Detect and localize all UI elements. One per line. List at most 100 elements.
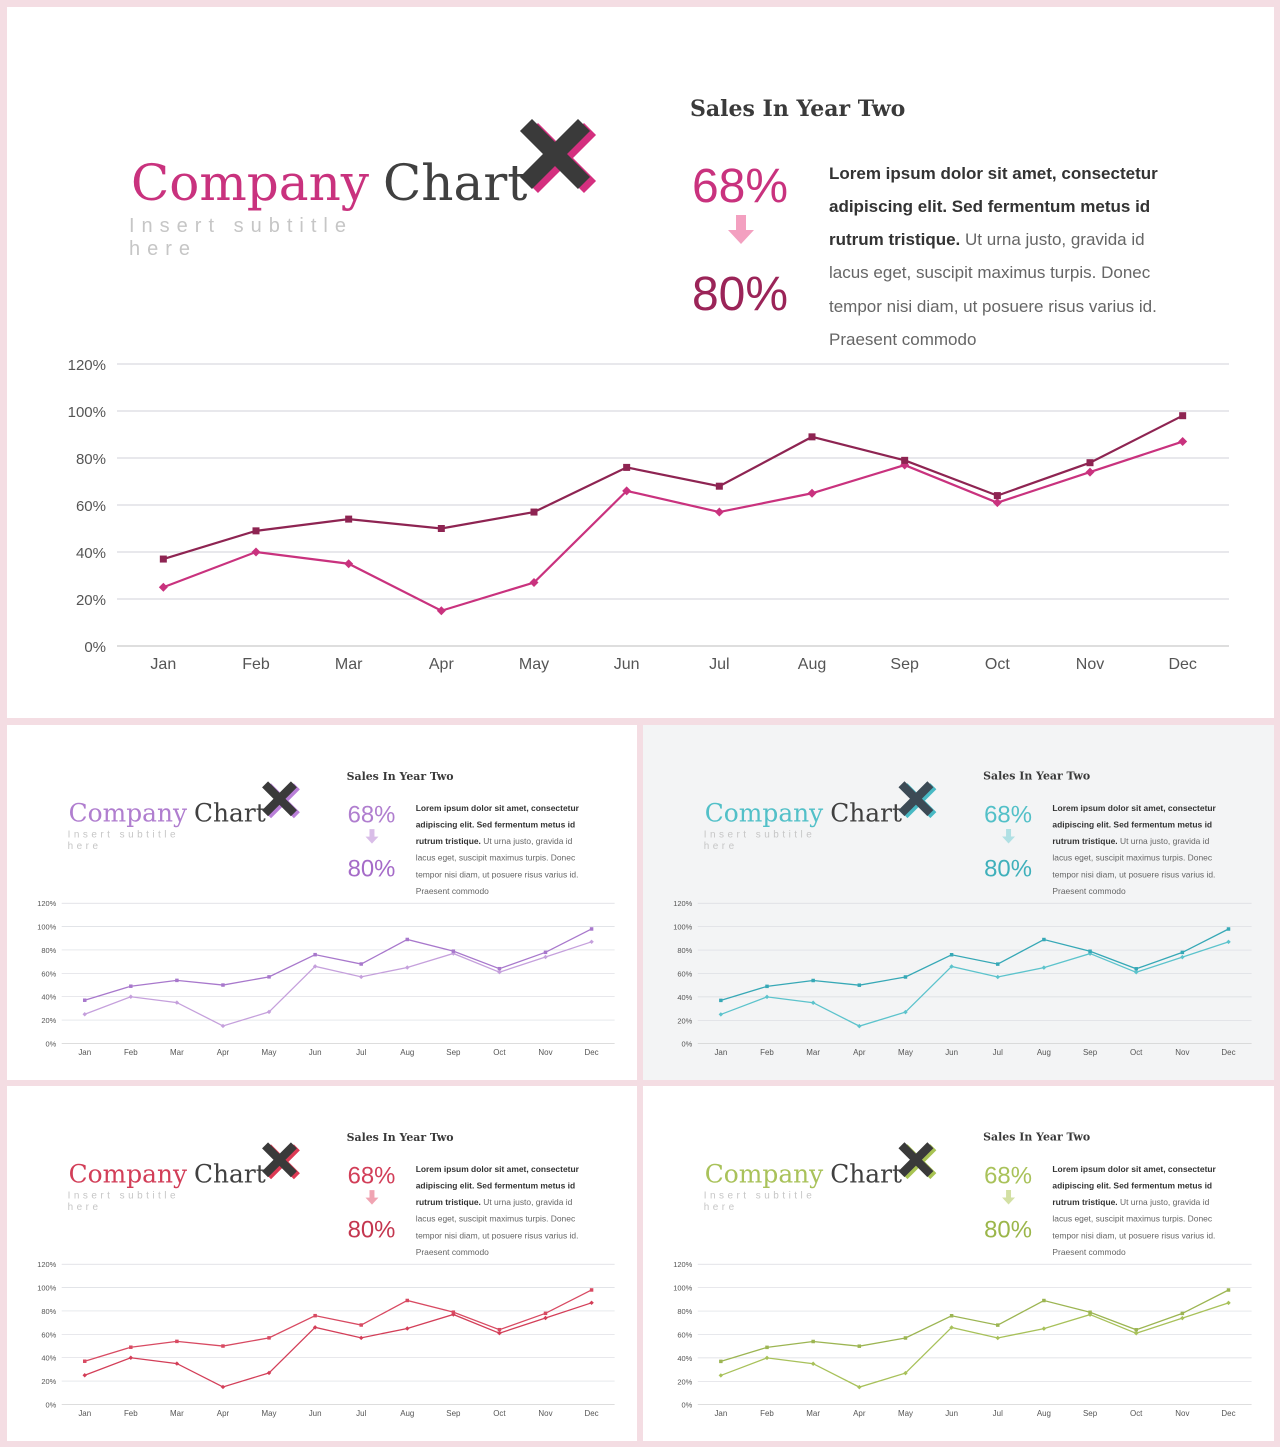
title-part1: Company [69, 799, 187, 828]
x-tick-label: Jul [709, 656, 729, 673]
series-2-point [358, 974, 364, 980]
chart-title: Company Chart [705, 799, 902, 828]
series-1-point [1179, 412, 1187, 420]
x-tick-label: Jul [993, 1048, 1003, 1057]
chart-title: Company Chart [69, 799, 266, 828]
body-bold: adipiscing elit. Sed fermentum metus id [416, 1181, 575, 1191]
y-tick-label: 0% [84, 639, 106, 656]
x-tick-label: Jan [714, 1409, 727, 1418]
arrow-down-icon [365, 1190, 379, 1205]
series-1-point [1134, 1328, 1138, 1332]
y-tick-label: 60% [41, 1330, 56, 1339]
pct-from: 68% [984, 802, 1032, 829]
slide-main: Company Chart Insert subtitle here Sales In … [7, 7, 1274, 718]
series-2-point [622, 486, 632, 496]
series-2-point [405, 1326, 410, 1331]
x-tick-label: Aug [400, 1048, 414, 1057]
series-1-point [949, 1313, 954, 1318]
x-tick-label: Oct [1130, 1409, 1143, 1418]
series-1-point [1042, 1298, 1046, 1303]
series-1-point [901, 456, 909, 464]
y-tick-label: 20% [677, 1377, 692, 1386]
x-tick-label: Dec [585, 1048, 599, 1057]
series-1-point [82, 1359, 87, 1363]
body-line: Lorem ipsum dolor sit amet, consectetur [416, 803, 580, 813]
arrow-down-icon [1002, 829, 1016, 844]
x-tick-label: Oct [493, 1048, 506, 1057]
body-line: Praesent commodo [1052, 1247, 1126, 1257]
series-2-point [266, 1370, 272, 1376]
subtitle-line1: Insert subtitle [129, 215, 353, 237]
x-tick-label: May [898, 1409, 913, 1418]
series-1-point [543, 1311, 548, 1316]
body-line: Lorem ipsum dolor sit amet, consectetur [416, 1164, 580, 1174]
series-1-point [857, 1344, 862, 1348]
series-1-point [82, 998, 87, 1002]
x-tick-label: Feb [124, 1409, 138, 1418]
series-2-point [82, 1012, 87, 1017]
body-line: lacus eget, suscipit maximus turpis. Don… [416, 852, 575, 862]
series-2-point [405, 965, 410, 970]
y-tick-label: 0% [45, 1039, 56, 1048]
series-1-point [175, 1339, 179, 1344]
body-line: Lorem ipsum dolor sit amet, consectetur [1052, 1164, 1216, 1174]
sales-heading: Sales In Year Two [983, 1131, 1090, 1144]
x-tick-label: Nov [1175, 1409, 1189, 1418]
pct-from: 68% [692, 160, 788, 213]
body-bold: rutrum tristique. [829, 230, 960, 249]
y-tick-label: 80% [41, 1307, 56, 1316]
series-2-point [1180, 1315, 1185, 1321]
pct-to: 80% [692, 268, 788, 321]
body-line: Lorem ipsum dolor sit amet, consectetur [1052, 803, 1216, 813]
x-tick-label: Sep [890, 656, 919, 673]
series-2-point [158, 582, 168, 592]
body-line: rutrum tristique. Ut urna justo, gravida… [1052, 1197, 1209, 1207]
subtitle-line2: here [68, 841, 102, 852]
series-1-point [996, 962, 1000, 966]
series-line-2 [720, 1302, 1229, 1388]
series-2-point [718, 1012, 724, 1017]
title-part1: Company [131, 154, 370, 212]
series-2-point [764, 1355, 770, 1361]
x-tick-label: Mar [806, 1409, 820, 1418]
body-line: Praesent commodo [416, 886, 489, 896]
series-2-point [810, 1000, 816, 1005]
series-1-point [313, 1313, 317, 1318]
series-2-point [1226, 939, 1231, 945]
x-tick-label: Nov [538, 1048, 552, 1057]
x-tick-label: Apr [429, 656, 455, 673]
series-1-point [903, 1336, 908, 1340]
title-part2: Chart [830, 799, 902, 828]
series-2-point [807, 488, 817, 498]
body-line: adipiscing elit. Sed fermentum metus id [1052, 820, 1212, 830]
body-rest: Ut urna justo, gravida id [481, 1197, 573, 1207]
series-1-point [996, 1323, 1000, 1327]
y-tick-label: 0% [45, 1400, 56, 1409]
series-1-point [543, 950, 548, 955]
y-tick-label: 20% [41, 1377, 56, 1386]
x-mark-icon [262, 1142, 300, 1180]
series-2-point [810, 1361, 816, 1366]
x-tick-label: Mar [170, 1048, 184, 1057]
title-part1: Company [69, 1160, 187, 1189]
body-rest: Ut urna justo, gravida id [1118, 836, 1210, 846]
body-line: rutrum tristique. Ut urna justo, gravida… [416, 1197, 573, 1207]
body-bold: Lorem ipsum dolor sit amet, consectetur [1052, 803, 1216, 813]
subtitle-line1: Insert subtitle [68, 830, 179, 841]
series-1-point [252, 527, 260, 535]
y-tick-label: 100% [673, 923, 692, 932]
series-2-point [358, 1335, 364, 1341]
series-2-point [949, 1325, 954, 1330]
series-1-point [903, 975, 908, 979]
x-tick-label: Oct [985, 656, 1010, 673]
series-2-point [857, 1384, 862, 1390]
x-tick-label: Sep [446, 1048, 461, 1057]
x-tick-label: Mar [170, 1409, 184, 1418]
body-line: Praesent commodo [829, 330, 976, 349]
series-2-point [1226, 1300, 1231, 1306]
x-tick-label: Jan [78, 1409, 91, 1418]
series-1-point [623, 463, 631, 471]
series-1-point [267, 975, 271, 979]
